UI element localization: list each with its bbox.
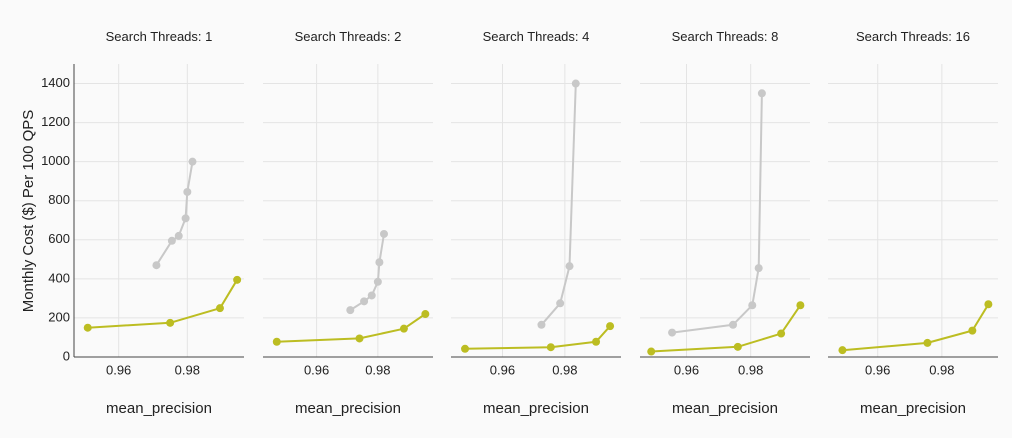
x-tick-label: 0.96 bbox=[674, 362, 699, 377]
series-line bbox=[87, 279, 238, 329]
data-point bbox=[923, 338, 932, 347]
x-tick-label: 0.98 bbox=[552, 362, 577, 377]
data-point bbox=[733, 342, 742, 351]
x-tick-label: 0.96 bbox=[106, 362, 131, 377]
data-point bbox=[174, 231, 183, 240]
x-axis-label: mean_precision bbox=[483, 400, 589, 417]
data-point bbox=[421, 310, 430, 319]
y-tick-label: 1400 bbox=[41, 75, 70, 90]
data-point bbox=[647, 347, 656, 356]
data-point bbox=[346, 306, 355, 315]
y-axis-label: Monthly Cost ($) Per 100 QPS bbox=[20, 110, 37, 313]
panel-title: Search Threads: 8 bbox=[672, 29, 779, 44]
data-point bbox=[668, 328, 677, 337]
data-point bbox=[838, 346, 847, 355]
panel-title: Search Threads: 16 bbox=[856, 29, 970, 44]
data-point bbox=[537, 320, 546, 329]
series-line bbox=[651, 304, 802, 353]
series-line bbox=[276, 313, 426, 343]
data-point bbox=[360, 297, 369, 306]
data-point bbox=[379, 229, 388, 238]
panel-5: Search Threads: 16 0.96 0.98 mean_precision bbox=[828, 29, 998, 417]
series-line bbox=[155, 161, 194, 266]
data-point bbox=[565, 262, 574, 271]
y-tick-label: 800 bbox=[48, 192, 70, 207]
data-point bbox=[556, 299, 565, 308]
series-line bbox=[842, 303, 990, 352]
data-point bbox=[592, 337, 601, 346]
data-point bbox=[984, 300, 993, 309]
data-point bbox=[729, 320, 738, 329]
series-line bbox=[464, 325, 611, 350]
data-point bbox=[777, 329, 786, 338]
x-axis-label: mean_precision bbox=[860, 400, 966, 417]
data-point bbox=[166, 318, 175, 327]
data-point bbox=[606, 322, 615, 331]
data-point bbox=[83, 323, 92, 332]
data-point bbox=[968, 326, 977, 335]
y-tick-label: 400 bbox=[48, 270, 70, 285]
data-point bbox=[461, 344, 470, 353]
data-point bbox=[215, 304, 224, 313]
x-axis-label: mean_precision bbox=[106, 400, 212, 417]
data-point bbox=[757, 89, 766, 98]
series-line bbox=[671, 93, 763, 334]
y-tick-label: 0 bbox=[63, 348, 70, 363]
x-tick-label: 0.98 bbox=[929, 362, 954, 377]
data-point bbox=[373, 277, 382, 286]
x-axis-label: mean_precision bbox=[672, 400, 778, 417]
panel-title: Search Threads: 4 bbox=[483, 29, 590, 44]
x-tick-label: 0.96 bbox=[865, 362, 890, 377]
data-point bbox=[375, 258, 384, 267]
data-point bbox=[181, 214, 190, 223]
y-tick-label: 200 bbox=[48, 309, 70, 324]
x-tick-label: 0.98 bbox=[175, 362, 200, 377]
data-point bbox=[233, 275, 242, 284]
panel-title: Search Threads: 1 bbox=[106, 29, 213, 44]
x-axis-label: mean_precision bbox=[295, 400, 401, 417]
x-tick-label: 0.98 bbox=[365, 362, 390, 377]
panel-4: Search Threads: 8 0.96 0.98 mean_precision bbox=[640, 29, 810, 417]
panel-1: Search Threads: 1 0.96 0.98 0 200 400 600 800 10… bbox=[41, 29, 244, 417]
data-point bbox=[355, 334, 364, 343]
data-point bbox=[367, 291, 376, 300]
x-tick-label: 0.98 bbox=[738, 362, 763, 377]
panel-2: Search Threads: 2 0.96 0.98 mean_precision bbox=[263, 29, 433, 417]
y-tick-label: 600 bbox=[48, 231, 70, 246]
y-tick-label: 1000 bbox=[41, 153, 70, 168]
data-point bbox=[152, 261, 161, 270]
data-point bbox=[754, 264, 763, 273]
x-tick-label: 0.96 bbox=[304, 362, 329, 377]
series-line bbox=[349, 233, 385, 311]
series-line bbox=[540, 83, 577, 326]
data-point bbox=[796, 301, 805, 310]
y-tick-label: 1200 bbox=[41, 114, 70, 129]
x-tick-label: 0.96 bbox=[490, 362, 515, 377]
data-point bbox=[272, 337, 281, 346]
panel-title: Search Threads: 2 bbox=[295, 29, 402, 44]
panel-3: Search Threads: 4 0.96 0.98 mean_precision bbox=[451, 29, 621, 417]
data-point bbox=[546, 343, 555, 352]
data-point bbox=[748, 301, 757, 310]
data-point bbox=[167, 236, 176, 245]
data-point bbox=[571, 79, 580, 88]
data-point bbox=[188, 157, 197, 166]
data-point bbox=[183, 187, 192, 196]
data-point bbox=[399, 324, 408, 333]
